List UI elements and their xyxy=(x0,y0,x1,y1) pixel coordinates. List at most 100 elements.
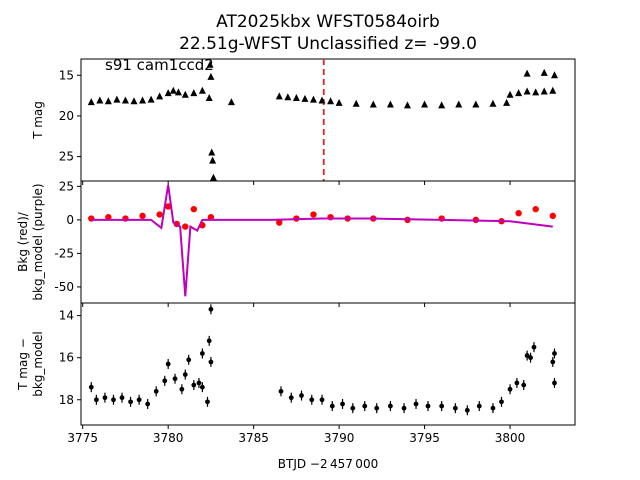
data-point-corrected xyxy=(340,401,345,407)
data-point-corrected xyxy=(172,376,178,382)
data-point-corrected xyxy=(329,403,335,409)
data-point-corrected xyxy=(205,399,210,405)
data-point-corrected xyxy=(206,338,212,344)
data-point-bkg xyxy=(190,205,198,213)
data-point-mag xyxy=(130,97,138,105)
data-point-corrected xyxy=(165,361,171,367)
bkg-model-line xyxy=(91,184,553,297)
data-point-corrected xyxy=(507,386,513,392)
y-tick-label-bottom: 16 xyxy=(59,351,74,365)
data-point-corrected xyxy=(387,403,393,409)
y-tick-label-top: 15 xyxy=(59,68,74,82)
data-point-corrected xyxy=(179,386,185,392)
data-point-mag xyxy=(309,95,317,103)
data-point-corrected xyxy=(439,403,445,409)
data-point-corrected xyxy=(186,357,192,363)
chart-title-line2: 22.51g-WFST Unclassified z= -99.0 xyxy=(179,34,477,54)
panel-annotation: s91 cam1ccd2 xyxy=(105,56,214,74)
data-point-mag xyxy=(104,97,112,105)
data-point-mag xyxy=(515,89,523,97)
data-point-mag xyxy=(205,94,213,102)
data-point-mag xyxy=(540,68,548,76)
data-point-mag xyxy=(292,94,300,102)
data-point-mag xyxy=(96,96,104,104)
x-tick-label: 3780 xyxy=(153,431,184,445)
data-point-mag xyxy=(174,88,182,96)
x-tick-label: 3800 xyxy=(495,431,526,445)
data-point-corrected xyxy=(350,405,356,411)
panel-frame-middle xyxy=(80,180,576,304)
data-point-corrected xyxy=(464,407,470,413)
data-point-corrected xyxy=(552,351,557,356)
data-point-mag xyxy=(489,99,497,107)
data-point-bkg xyxy=(310,211,317,218)
data-point-mag xyxy=(403,101,411,109)
data-point-mag xyxy=(169,86,177,94)
y-axis-label-top: T mag xyxy=(31,101,45,140)
y-tick-label-middle: -50 xyxy=(54,280,74,294)
data-point-mag xyxy=(113,95,121,103)
data-point-corrected xyxy=(102,395,108,401)
data-point-mag xyxy=(523,69,531,77)
data-point-mag xyxy=(198,86,206,94)
data-point-bkg xyxy=(532,205,539,213)
data-point-corrected xyxy=(111,397,116,403)
y-tick-label-middle: 25 xyxy=(59,179,74,193)
data-point-mag xyxy=(369,100,377,108)
data-point-mag xyxy=(121,96,129,104)
data-point-corrected xyxy=(550,359,556,365)
data-point-mag xyxy=(532,88,540,96)
panel-middle: 25 0 -25 -50 Bkg (red)/bkg_model (purple) xyxy=(16,179,576,307)
data-point-corrected xyxy=(413,401,419,407)
y-tick-label-top: 20 xyxy=(59,109,74,123)
data-point-corrected xyxy=(531,344,537,350)
data-point-corrected xyxy=(278,388,284,394)
data-point-bkg xyxy=(139,212,146,220)
data-point-bkg xyxy=(156,211,163,218)
data-point-bkg xyxy=(105,213,112,221)
data-point-corrected xyxy=(162,378,168,384)
data-point-corrected xyxy=(514,380,520,386)
data-point-mag xyxy=(139,96,147,104)
data-point-mag xyxy=(284,93,292,101)
data-point-corrected xyxy=(145,401,151,407)
data-point-corrected xyxy=(88,384,94,390)
data-point-corrected xyxy=(374,405,380,411)
data-point-corrected xyxy=(191,382,197,388)
data-point-corrected xyxy=(425,403,431,409)
data-point-mag xyxy=(227,98,235,106)
data-point-mag xyxy=(421,100,429,108)
data-point-mag xyxy=(549,86,557,94)
panel-frame-bottom xyxy=(80,302,576,426)
x-axis-label: BTJD −2 457 000 xyxy=(278,457,378,471)
y-tick-label-middle: -25 xyxy=(54,246,74,260)
data-point-corrected xyxy=(319,397,325,403)
data-point-corrected xyxy=(299,393,304,398)
x-tick-label: 3795 xyxy=(409,431,440,445)
data-point-mag xyxy=(335,98,343,106)
y-tick-label-bottom: 18 xyxy=(59,393,74,407)
x-tick-label: 3790 xyxy=(324,431,355,445)
data-point-mag xyxy=(206,60,214,68)
data-point-mag xyxy=(503,98,511,106)
data-point-corrected xyxy=(199,351,205,356)
data-point-corrected xyxy=(208,359,214,365)
data-point-corrected xyxy=(208,306,214,312)
data-point-bkg xyxy=(276,219,283,226)
data-point-mag xyxy=(207,72,215,80)
panel-bottom: 14 16 18 T mag − bkg_model 3775 3780 3785 3790 37… xyxy=(16,302,576,445)
data-point-mag xyxy=(327,97,335,105)
data-point-corrected xyxy=(452,405,458,411)
data-point-corrected xyxy=(521,382,527,388)
data-point-mag xyxy=(147,95,155,103)
data-point-corrected xyxy=(401,405,407,411)
data-point-corrected xyxy=(476,403,482,409)
data-point-mag xyxy=(550,71,558,79)
data-point-corrected xyxy=(199,384,205,390)
data-point-corrected xyxy=(362,403,368,409)
data-point-mag xyxy=(209,173,217,181)
data-point-mag xyxy=(318,96,326,104)
y-axis-label-bottom: T mag − xyxy=(16,338,30,391)
x-tick-label: 3785 xyxy=(238,431,269,445)
